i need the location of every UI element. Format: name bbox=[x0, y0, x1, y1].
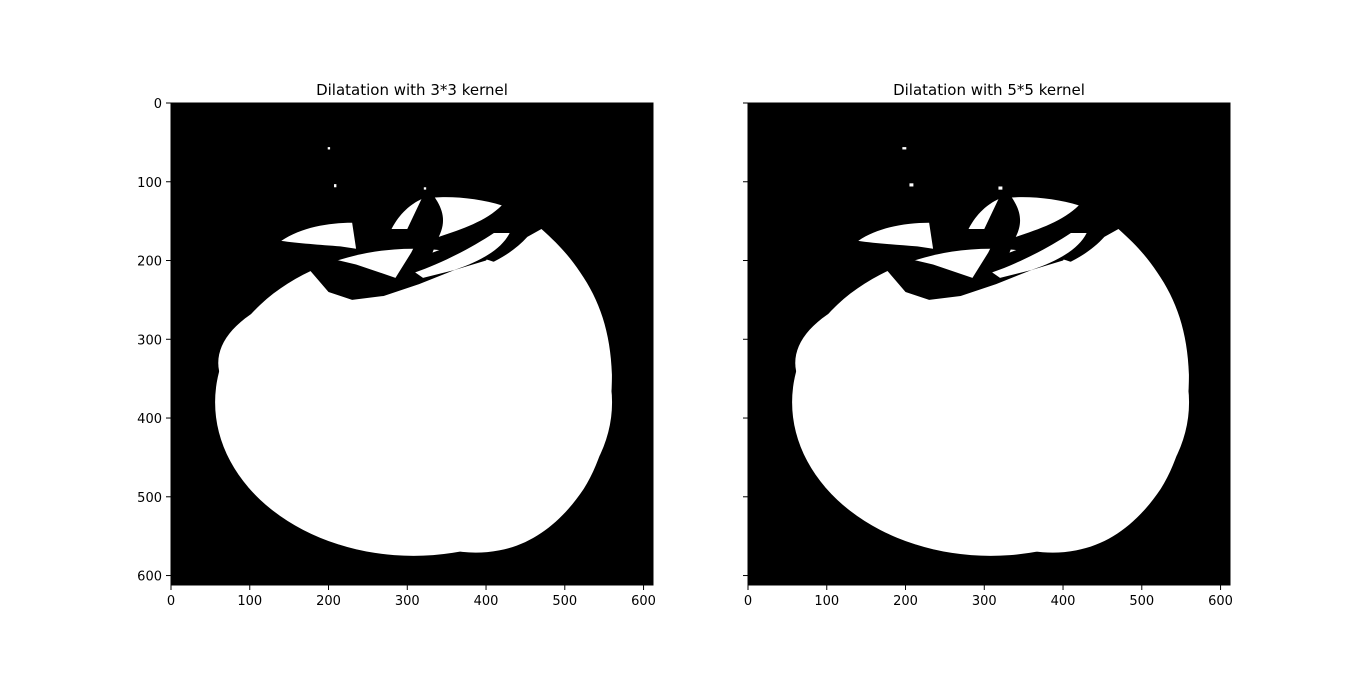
noise-speck bbox=[902, 147, 907, 150]
axes-frame bbox=[170, 102, 654, 586]
noise-speck bbox=[327, 147, 331, 150]
y-tick-label: 0 bbox=[154, 97, 162, 112]
subplot-3x3-kernel: Dilatation with 3*3 kernel 0 100 200 300 400 5… bbox=[137, 81, 656, 609]
foreground-mask bbox=[215, 147, 613, 556]
leaf-gap-top bbox=[391, 199, 422, 230]
y-tick-label: 500 bbox=[137, 491, 162, 506]
y-tick-label: 200 bbox=[137, 255, 162, 270]
foreground-mask bbox=[792, 147, 1190, 556]
x-tick-label: 400 bbox=[474, 594, 499, 609]
x-tick-label: 500 bbox=[552, 594, 577, 609]
subplot-5x5-kernel: Dilatation with 5*5 kernel 0 100 200 300 400 5… bbox=[743, 81, 1233, 609]
axes-frame bbox=[747, 102, 1231, 586]
noise-speck bbox=[334, 184, 337, 188]
y-tick-label: 100 bbox=[137, 176, 162, 191]
noise-speck bbox=[423, 187, 427, 190]
noise-speck bbox=[909, 183, 914, 187]
binary-image bbox=[748, 103, 1230, 585]
chart-title: Dilatation with 3*3 kernel bbox=[316, 81, 508, 99]
leaf-gap-top bbox=[968, 199, 999, 230]
x-tick-label: 0 bbox=[744, 594, 752, 609]
x-tick-label: 300 bbox=[395, 594, 420, 609]
leaf-gap-lower bbox=[415, 232, 510, 278]
tomato-upper bbox=[218, 276, 597, 450]
x-tick-label: 100 bbox=[814, 594, 839, 609]
stem-shadow bbox=[289, 195, 515, 300]
x-tick-label: 100 bbox=[237, 594, 262, 609]
y-tick-label: 600 bbox=[137, 570, 162, 585]
leaf-gap-right bbox=[434, 197, 502, 237]
noise-speck bbox=[998, 186, 1003, 190]
x-tick-label: 600 bbox=[631, 594, 656, 609]
leaf-gap-left bbox=[858, 222, 934, 249]
leaf-gap-right bbox=[1011, 197, 1079, 237]
x-tick-label: 200 bbox=[893, 594, 918, 609]
chart-title: Dilatation with 5*5 kernel bbox=[893, 81, 1085, 99]
noise-speck bbox=[293, 282, 311, 285]
tomato-upper bbox=[795, 276, 1174, 450]
binary-image bbox=[171, 103, 653, 585]
y-tick-label: 300 bbox=[137, 333, 162, 348]
x-tick-label: 500 bbox=[1129, 594, 1154, 609]
x-tick-label: 600 bbox=[1208, 594, 1233, 609]
x-tick-label: 200 bbox=[316, 594, 341, 609]
x-tick-label: 0 bbox=[167, 594, 175, 609]
leaf-gap-lower bbox=[992, 232, 1087, 278]
x-tick-label: 300 bbox=[972, 594, 997, 609]
x-tick-label: 400 bbox=[1051, 594, 1076, 609]
y-tick-label: 400 bbox=[137, 412, 162, 427]
stem-shadow bbox=[866, 195, 1092, 300]
leaf-gap-left bbox=[281, 222, 357, 249]
